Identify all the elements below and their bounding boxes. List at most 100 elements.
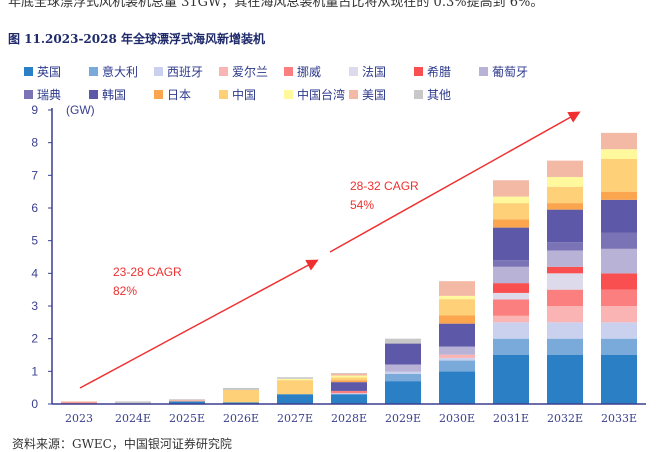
- bar-segment: [331, 394, 367, 404]
- legend-item: 意大利: [89, 63, 138, 80]
- bar-segment: [547, 273, 583, 290]
- bar-segment: [547, 355, 583, 404]
- bar-segment: [601, 355, 637, 404]
- legend-swatch: [349, 67, 358, 76]
- y-unit-label: (GW): [66, 103, 95, 117]
- legend-item: 中国: [219, 86, 256, 103]
- bar-segment: [169, 401, 205, 404]
- bar-segment: [439, 357, 475, 361]
- bar-segment: [547, 209, 583, 243]
- intro-text: 年底全球漂浮式风机装机总量 31GW，其在海风总装机量占比将从现在的 0.3%提…: [8, 0, 544, 10]
- legend-item: 爱尔兰: [219, 63, 268, 80]
- annotations: 23-28 CAGR 82% 28-32 CAGR 54%: [79, 111, 581, 389]
- x-tick-label: 2026E: [223, 412, 259, 425]
- bar-segment: [439, 360, 475, 372]
- legend-label: 韩国: [102, 88, 127, 102]
- legend-item: 其他: [414, 86, 451, 103]
- bar-segment: [277, 380, 313, 395]
- bar-segment: [601, 273, 637, 290]
- bar-segment: [439, 295, 475, 300]
- bar-segment: [601, 149, 637, 159]
- bar-segment: [601, 289, 637, 306]
- legend-swatch: [24, 90, 33, 99]
- legend-swatch: [414, 90, 423, 99]
- bar-segment: [547, 160, 583, 177]
- bar-segment: [493, 196, 529, 204]
- bar-segment: [493, 315, 529, 323]
- bar-segment: [493, 283, 529, 293]
- x-tick-label: 2023: [65, 412, 93, 425]
- legend-label: 葡萄牙: [492, 65, 529, 79]
- bar-segment: [493, 292, 529, 300]
- bar-segment: [601, 232, 637, 249]
- legend-swatch: [219, 67, 228, 76]
- bar-segment: [331, 393, 367, 395]
- x-tick-label: 2030E: [439, 412, 475, 425]
- bar-segment: [547, 203, 583, 210]
- bar-segment: [385, 373, 421, 382]
- bar-segment: [115, 401, 151, 404]
- legend-label: 英国: [37, 65, 62, 79]
- x-tick-label: 2024E: [115, 412, 151, 425]
- bar-segment: [331, 390, 367, 394]
- y-tick-label: 2: [31, 332, 38, 346]
- legend-label: 美国: [362, 88, 387, 102]
- legend-swatch: [154, 90, 163, 99]
- bar-segment: [493, 227, 529, 261]
- legend-label: 中国: [232, 88, 257, 102]
- bar-segment: [493, 219, 529, 228]
- legend-swatch: [414, 67, 423, 76]
- legend-label: 其他: [427, 88, 452, 102]
- bar-segment: [385, 364, 421, 372]
- y-tick-label: 8: [31, 136, 38, 150]
- bar-segment: [547, 338, 583, 355]
- x-tick-label: 2032E: [547, 412, 583, 425]
- bars: [61, 132, 637, 404]
- bar-segment: [493, 180, 529, 197]
- y-tick-label: 7: [31, 168, 38, 182]
- y-tick-label: 3: [31, 299, 38, 313]
- figure-title: 图 11.2023-2028 年全球漂浮式海风新增装机: [8, 32, 266, 46]
- trend-arrow: [79, 259, 319, 389]
- bar-segment: [331, 382, 367, 391]
- bar-segment: [277, 394, 313, 404]
- bar-segment: [385, 371, 421, 374]
- bar-segment: [601, 248, 637, 274]
- legend-item: 瑞典: [24, 86, 61, 103]
- x-tick-label: 2031E: [493, 412, 529, 425]
- bar-segment: [601, 199, 637, 233]
- y-tick-label: 1: [31, 364, 38, 378]
- bar-segment: [61, 402, 97, 404]
- legend-swatch: [89, 67, 98, 76]
- legend-swatch: [89, 90, 98, 99]
- legend-label: 挪威: [297, 65, 322, 79]
- y-tick-label: 5: [31, 234, 38, 248]
- legend-item: 挪威: [284, 63, 321, 80]
- bar-segment: [61, 401, 97, 403]
- legend-label: 西班牙: [167, 65, 204, 79]
- legend-item: 希腊: [414, 63, 451, 80]
- bar-segment: [277, 377, 313, 379]
- bar-segment: [439, 371, 475, 404]
- bar-segment: [601, 306, 637, 323]
- bar-segment: [601, 338, 637, 355]
- legend-item: 中国台湾: [284, 86, 345, 103]
- legend-swatch: [154, 67, 163, 76]
- y-axis: 0 1 2 3 4 5 6 7 8 9 (GW): [31, 103, 94, 411]
- bar-segment: [439, 315, 475, 324]
- legend-label: 希腊: [427, 65, 452, 79]
- bar-segment: [331, 377, 367, 381]
- bar-segment: [439, 346, 475, 355]
- legend-label: 爱尔兰: [232, 65, 269, 79]
- bar-segment: [601, 159, 637, 192]
- x-tick-label: 2033E: [601, 412, 637, 425]
- bar-segment: [385, 343, 421, 365]
- bar-segment: [493, 355, 529, 404]
- x-tick-label: 2029E: [385, 412, 421, 425]
- bar-segment: [601, 322, 637, 339]
- bar-segment: [547, 289, 583, 306]
- y-tick-label: 4: [31, 266, 38, 280]
- bar-segment: [547, 250, 583, 267]
- bar-segment: [439, 281, 475, 296]
